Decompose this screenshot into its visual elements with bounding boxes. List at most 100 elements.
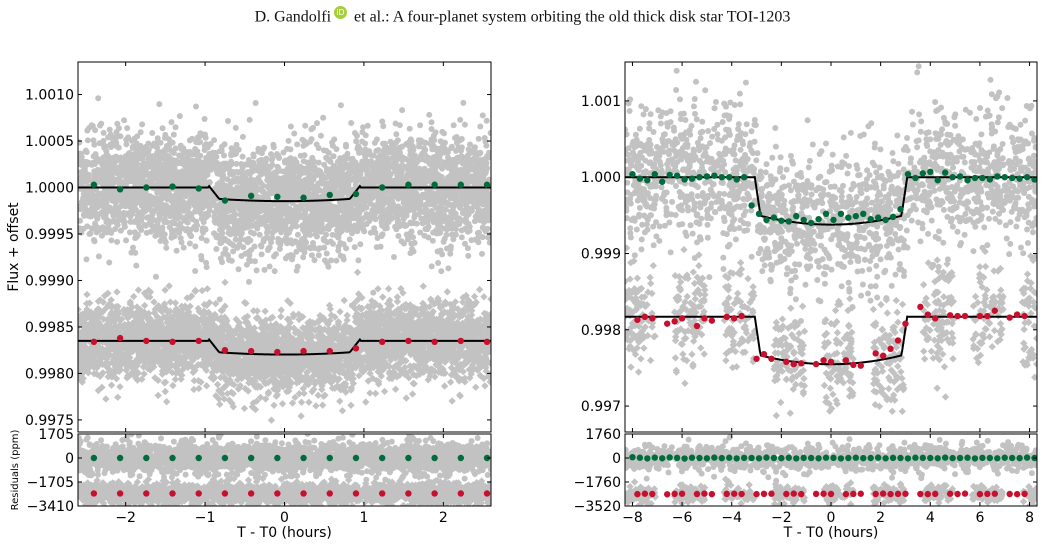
binned-point-tess-binned-resid <box>845 454 852 462</box>
binned-point-tess-binned <box>882 216 889 224</box>
binned-point-tess-binned <box>807 219 815 227</box>
binned-point-cheops-binned <box>798 360 805 367</box>
binned-point-cheops-binned <box>195 337 202 345</box>
raw-points-left-residuals <box>78 434 491 506</box>
binned-point-cheops-binned-resid <box>872 490 879 498</box>
binned-point-cheops-binned <box>649 315 656 322</box>
raw-points-right-residuals <box>625 434 1037 506</box>
binned-point-tess-binned <box>889 213 897 221</box>
binned-point-tess-binned-resid <box>431 454 438 462</box>
binned-point-tess-binned <box>755 210 763 218</box>
raw-points-left-top <box>78 95 491 424</box>
binned-point-tess-binned-resid <box>143 454 150 462</box>
binned-point-tess-binned-resid <box>636 454 644 461</box>
binned-point-cheops-binned-resid <box>483 490 491 497</box>
binned-point-cheops-binned <box>274 348 281 356</box>
binned-point-tess-binned-resid <box>785 454 793 461</box>
binned-point-cheops-binned-resid <box>984 490 991 498</box>
main-layer: 0.99750.99800.99850.99900.99951.00001.00… <box>6 61 1038 541</box>
binned-point-tess-binned-resid <box>867 454 874 462</box>
binned-point-cheops-binned <box>976 312 984 320</box>
binned-point-cheops-binned-resid <box>738 490 745 498</box>
binned-point-cheops-binned <box>221 346 229 354</box>
binned-point-cheops-binned-resid <box>961 490 969 497</box>
binned-point-cheops-binned <box>678 315 686 322</box>
binned-point-cheops-binned-resid <box>790 490 797 497</box>
binned-point-tess-binned <box>994 173 1001 180</box>
binned-point-tess-binned <box>770 214 778 221</box>
binned-point-tess-binned <box>785 218 793 225</box>
binned-point-tess-binned <box>169 183 176 190</box>
binned-point-cheops-binned-resid <box>143 490 150 497</box>
ytick-label: 0 <box>65 451 74 467</box>
binned-point-cheops-binned <box>723 313 730 321</box>
binned-point-cheops-binned <box>143 337 150 345</box>
binned-point-tess-binned <box>718 173 725 181</box>
binned-point-cheops-binned <box>701 315 708 322</box>
binned-point-cheops-binned-resid <box>783 490 790 498</box>
binned-point-cheops-binned-resid <box>812 490 820 498</box>
binned-point-tess-binned <box>874 214 882 221</box>
header-title: et al.: A four-planet system orbiting th… <box>354 8 791 26</box>
binned-point-cheops-binned <box>857 362 864 369</box>
xtick-label: −2 <box>115 510 136 526</box>
binned-point-cheops-binned <box>90 338 98 346</box>
binned-point-tess-binned <box>860 210 867 218</box>
binned-point-cheops-binned-resid <box>991 490 999 497</box>
binned-point-cheops-binned <box>812 360 820 368</box>
binned-point-tess-binned <box>845 214 852 221</box>
binned-point-tess-binned <box>195 185 202 192</box>
binned-point-tess-binned-resid <box>986 454 994 462</box>
binned-point-cheops-binned-resid <box>457 490 465 497</box>
binned-point-tess-binned <box>703 173 711 180</box>
binned-point-cheops-binned-resid <box>663 491 671 498</box>
xtick-label: 4 <box>926 510 935 526</box>
binned-point-cheops-binned <box>917 303 924 311</box>
ytick-label: −1760 <box>574 475 621 491</box>
xtick-label: 0 <box>827 510 836 526</box>
binned-point-tess-binned-resid <box>1023 454 1031 461</box>
binned-point-cheops-binned-resid <box>708 490 716 498</box>
binned-point-cheops-binned-resid <box>887 490 894 498</box>
binned-point-cheops-binned-resid <box>932 490 939 498</box>
binned-point-tess-binned-resid <box>1008 454 1016 462</box>
binned-point-tess-binned-resid <box>904 455 912 462</box>
binned-point-tess-binned <box>778 217 785 224</box>
ytick-label: 0 <box>612 451 621 467</box>
binned-point-cheops-binned <box>902 320 909 327</box>
binned-point-cheops-binned-resid <box>842 490 850 498</box>
ytick-label: 1.001 <box>581 94 621 110</box>
binned-point-tess-binned <box>904 170 912 178</box>
binned-point-cheops-binned <box>760 350 768 358</box>
binned-point-cheops-binned-resid <box>723 490 730 498</box>
binned-point-tess-binned <box>644 177 651 184</box>
binned-point-tess-binned-resid <box>688 454 696 461</box>
page-header: D. Gandolfi iD et al.: A four-planet syst… <box>0 6 1045 26</box>
binned-point-tess-binned <box>964 177 971 184</box>
binned-point-tess-binned <box>867 215 874 223</box>
binned-point-tess-binned-resid <box>956 454 964 462</box>
binned-point-tess-binned <box>763 216 770 224</box>
binned-point-tess-binned <box>326 191 333 199</box>
binned-point-tess-binned-resid <box>874 454 882 461</box>
binned-point-cheops-binned <box>961 312 969 320</box>
binned-point-cheops-binned <box>634 316 641 324</box>
binned-point-tess-binned-resid <box>651 454 658 461</box>
binned-point-tess-binned <box>431 181 438 188</box>
binned-point-cheops-binned-resid <box>431 490 438 497</box>
binned-point-tess-binned-resid <box>457 454 465 462</box>
binned-point-tess-binned <box>405 181 412 188</box>
binned-point-tess-binned-resid <box>860 454 867 462</box>
binned-point-tess-binned <box>274 193 281 200</box>
binned-point-cheops-binned <box>768 355 775 362</box>
x-axis-label: T - T0 (hours) <box>783 525 879 541</box>
binned-point-cheops-binned-resid <box>116 490 124 497</box>
binned-point-tess-binned-resid <box>169 454 176 462</box>
binned-point-tess-binned <box>629 170 636 178</box>
header-author: D. Gandolfi <box>254 8 332 26</box>
orcid-icon[interactable]: iD <box>334 6 348 19</box>
binned-point-cheops-binned <box>731 315 738 322</box>
binned-point-cheops-binned-resid <box>917 490 924 498</box>
binned-point-tess-binned <box>941 169 949 176</box>
binned-point-tess-binned <box>666 171 673 179</box>
